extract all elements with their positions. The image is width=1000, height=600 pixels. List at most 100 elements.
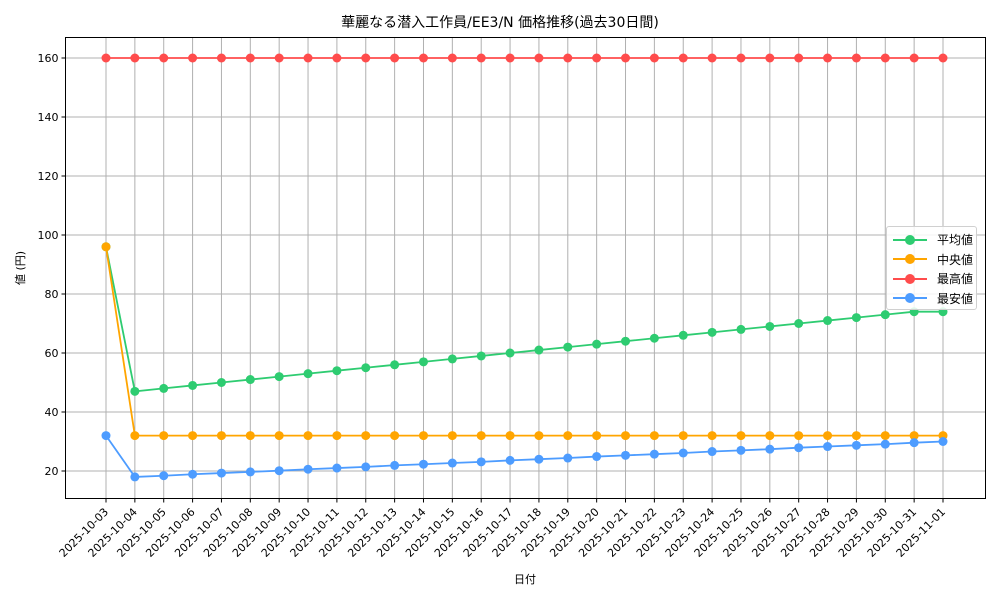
data-point [447, 431, 457, 441]
data-point [101, 431, 111, 441]
data-point [303, 53, 313, 63]
data-point [909, 431, 919, 441]
data-point [534, 345, 544, 355]
data-point [361, 431, 371, 441]
data-point [418, 357, 428, 367]
data-point [592, 452, 602, 462]
data-point [505, 431, 515, 441]
legend-item: 最安値 [893, 289, 976, 309]
legend-label: 最安値 [937, 291, 974, 306]
data-point [707, 53, 717, 63]
data-point [707, 431, 717, 441]
data-point [880, 53, 890, 63]
data-point [476, 53, 486, 63]
data-point [159, 471, 169, 481]
legend-label: 最高値 [937, 272, 974, 287]
data-point [390, 53, 400, 63]
data-point [736, 445, 746, 455]
data-point [621, 450, 631, 460]
data-point [563, 453, 573, 463]
data-point [274, 372, 284, 382]
y-axis-label: 値 (円) [14, 251, 27, 285]
y-tick-label: 40 [45, 406, 59, 419]
legend-item: 最高値 [893, 269, 976, 289]
legend-marker-icon [893, 234, 927, 245]
data-point [130, 53, 140, 63]
legend: 平均値中央値最高値最安値 [886, 226, 977, 310]
data-point [447, 458, 457, 468]
legend-marker-icon [893, 254, 927, 265]
data-point [245, 467, 255, 477]
series-3 [101, 431, 948, 482]
data-point [390, 431, 400, 441]
data-point [649, 333, 659, 343]
data-point [216, 378, 226, 387]
data-point [938, 437, 948, 446]
data-point [736, 324, 746, 334]
data-point [794, 431, 804, 441]
data-point [823, 431, 833, 441]
data-point [794, 443, 804, 453]
data-point [476, 431, 486, 441]
data-point [621, 431, 631, 441]
data-point [909, 438, 919, 448]
series-1 [101, 242, 948, 441]
data-point [274, 431, 284, 441]
data-point [130, 386, 140, 396]
data-point [447, 354, 457, 364]
series-layer [101, 53, 948, 482]
data-point [794, 53, 804, 63]
data-point [130, 431, 140, 441]
data-point [101, 242, 111, 252]
data-point [938, 53, 948, 63]
data-point [505, 348, 515, 358]
y-tick-label: 120 [38, 170, 59, 183]
data-point [534, 431, 544, 441]
series-2 [101, 53, 948, 63]
data-point [823, 442, 833, 452]
data-point [880, 431, 890, 441]
data-point [303, 369, 313, 379]
data-point [765, 444, 775, 454]
data-point [216, 468, 226, 478]
data-point [563, 53, 573, 63]
y-axis-ticks: 20 40 60 80 100 120 140 160 [38, 52, 66, 478]
data-point [188, 469, 198, 479]
data-point [851, 53, 861, 63]
y-tick-label: 160 [38, 52, 59, 65]
data-point [188, 431, 198, 441]
data-point [765, 53, 775, 63]
data-point [418, 431, 428, 441]
legend-label: 平均値 [937, 233, 974, 248]
chart-title: 華麗なる潜入工作員/EE3/N 価格推移(過去30日間) [341, 15, 659, 31]
data-point [274, 53, 284, 63]
y-tick-label: 100 [38, 229, 59, 242]
data-point [851, 313, 861, 323]
data-point [332, 53, 342, 63]
data-point [216, 431, 226, 441]
y-tick-label: 60 [45, 347, 59, 360]
data-point [678, 431, 688, 441]
data-point [332, 366, 342, 376]
data-point [390, 460, 400, 470]
data-point [361, 53, 371, 63]
data-point [534, 454, 544, 464]
data-point [303, 431, 313, 441]
data-point [765, 321, 775, 331]
data-point [418, 53, 428, 63]
data-point [765, 431, 775, 441]
data-point [476, 457, 486, 467]
data-point [823, 316, 833, 326]
data-point [216, 53, 226, 63]
data-point [303, 464, 313, 474]
x-axis-ticks: 2025-10-032025-10-042025-10-052025-10-06… [57, 498, 948, 560]
data-point [563, 342, 573, 352]
legend-item: 中央値 [893, 250, 976, 270]
data-point [274, 466, 284, 476]
legend-label: 中央値 [937, 252, 974, 267]
data-point [563, 431, 573, 441]
data-point [880, 439, 890, 449]
data-point [851, 431, 861, 441]
series-0 [101, 242, 948, 396]
